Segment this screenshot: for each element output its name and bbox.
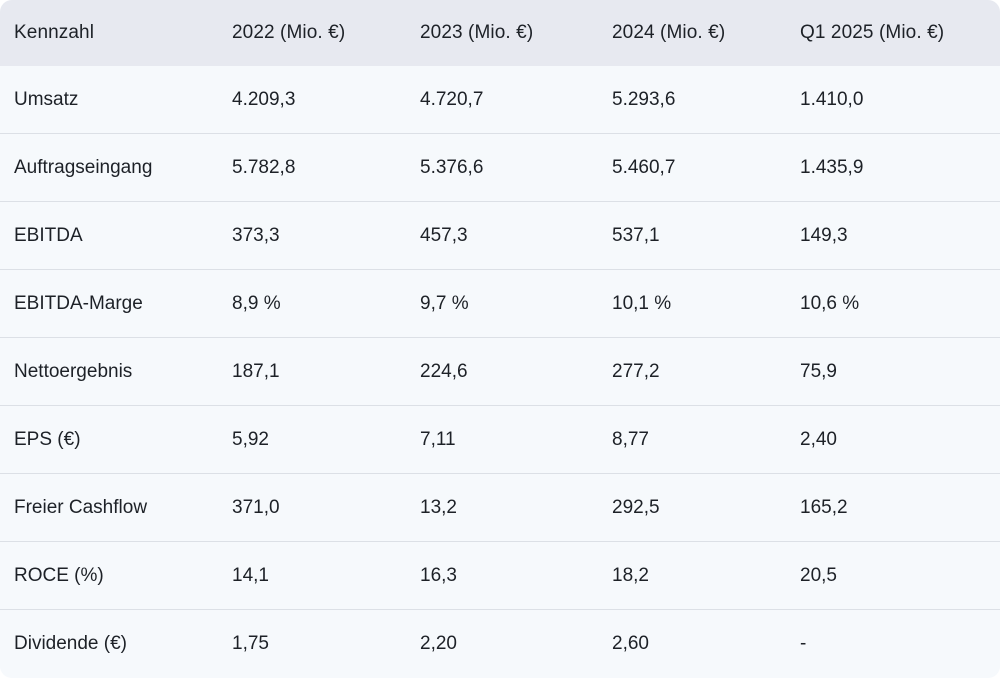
table-row: EPS (€) 5,92 7,11 8,77 2,40 — [0, 405, 1000, 474]
metric-label-cell: EPS (€) — [0, 405, 232, 474]
table-row: Freier Cashflow 371,0 13,2 292,5 165,2 — [0, 473, 1000, 542]
value-cell: 5.782,8 — [232, 133, 420, 202]
table-body: Umsatz 4.209,3 4.720,7 5.293,6 1.410,0 Auftra… — [0, 66, 1000, 677]
value-cell: - — [800, 609, 1000, 677]
column-header-2024: 2024 (Mio. €) — [612, 0, 800, 66]
table-row: Dividende (€) 1,75 2,20 2,60- — [0, 609, 1000, 677]
header-row: Kennzahl 2022 (Mio. €) 2023 (Mio. €) 202… — [0, 0, 1000, 66]
value-cell: 4.720,7 — [420, 66, 612, 134]
table-row: Umsatz 4.209,3 4.720,7 5.293,6 1.410,0 — [0, 66, 1000, 134]
metric-label-cell: Freier Cashflow — [0, 473, 232, 542]
column-header-q1-2025: Q1 2025 (Mio. €) — [800, 0, 1000, 66]
value-cell: 292,5 — [612, 473, 800, 542]
value-cell: 16,3 — [420, 541, 612, 610]
value-cell: 224,6 — [420, 337, 612, 406]
column-header-kennzahl: Kennzahl — [0, 0, 232, 66]
table-row: Nettoergebnis 187,1 224,6 277,2 75,9 — [0, 337, 1000, 406]
value-cell: 2,60 — [612, 609, 800, 677]
value-cell: 4.209,3 — [232, 66, 420, 134]
value-cell: 457,3 — [420, 201, 612, 270]
value-cell: 187,1 — [232, 337, 420, 406]
value-cell: 371,0 — [232, 473, 420, 542]
value-cell: 537,1 — [612, 201, 800, 270]
metric-label-cell: Nettoergebnis — [0, 337, 232, 406]
value-cell: 165,2 — [800, 473, 1000, 542]
value-cell: 1.435,9 — [800, 133, 1000, 202]
table-row: ROCE (%) 14,1 16,3 18,2 20,5 — [0, 541, 1000, 610]
column-header-2022: 2022 (Mio. €) — [232, 0, 420, 66]
column-header-2023: 2023 (Mio. €) — [420, 0, 612, 66]
value-cell: 8,9 % — [232, 269, 420, 338]
value-cell: 1,75 — [232, 609, 420, 677]
value-cell: 5.293,6 — [612, 66, 800, 134]
table-row: EBITDA 373,3 457,3 537,1 149,3 — [0, 201, 1000, 270]
value-cell: 5.376,6 — [420, 133, 612, 202]
value-cell: 2,20 — [420, 609, 612, 677]
value-cell: 2,40 — [800, 405, 1000, 474]
value-cell: 14,1 — [232, 541, 420, 610]
value-cell: 13,2 — [420, 473, 612, 542]
metric-label-cell: Auftragseingang — [0, 133, 232, 202]
metric-label-cell: ROCE (%) — [0, 541, 232, 610]
value-cell: 18,2 — [612, 541, 800, 610]
metric-label-cell: Umsatz — [0, 66, 232, 134]
value-cell: 10,6 % — [800, 269, 1000, 338]
value-cell: 5,92 — [232, 405, 420, 474]
table-header: Kennzahl 2022 (Mio. €) 2023 (Mio. €) 202… — [0, 0, 1000, 66]
value-cell: 8,77 — [612, 405, 800, 474]
metric-label-cell: EBITDA — [0, 201, 232, 270]
value-cell: 75,9 — [800, 337, 1000, 406]
value-cell: 149,3 — [800, 201, 1000, 270]
value-cell: 373,3 — [232, 201, 420, 270]
table-row: Auftragseingang 5.782,8 5.376,6 5.460,7 1.43… — [0, 133, 1000, 202]
value-cell: 5.460,7 — [612, 133, 800, 202]
value-cell: 1.410,0 — [800, 66, 1000, 134]
metric-label-cell: EBITDA-Marge — [0, 269, 232, 338]
value-cell: 9,7 % — [420, 269, 612, 338]
value-cell: 20,5 — [800, 541, 1000, 610]
value-cell: 10,1 % — [612, 269, 800, 338]
value-cell: 7,11 — [420, 405, 612, 474]
value-cell: 277,2 — [612, 337, 800, 406]
table-row: EBITDA-Marge 8,9 % 9,7 % 10,1 % 10,6 % — [0, 269, 1000, 338]
metric-label-cell: Dividende (€) — [0, 609, 232, 677]
